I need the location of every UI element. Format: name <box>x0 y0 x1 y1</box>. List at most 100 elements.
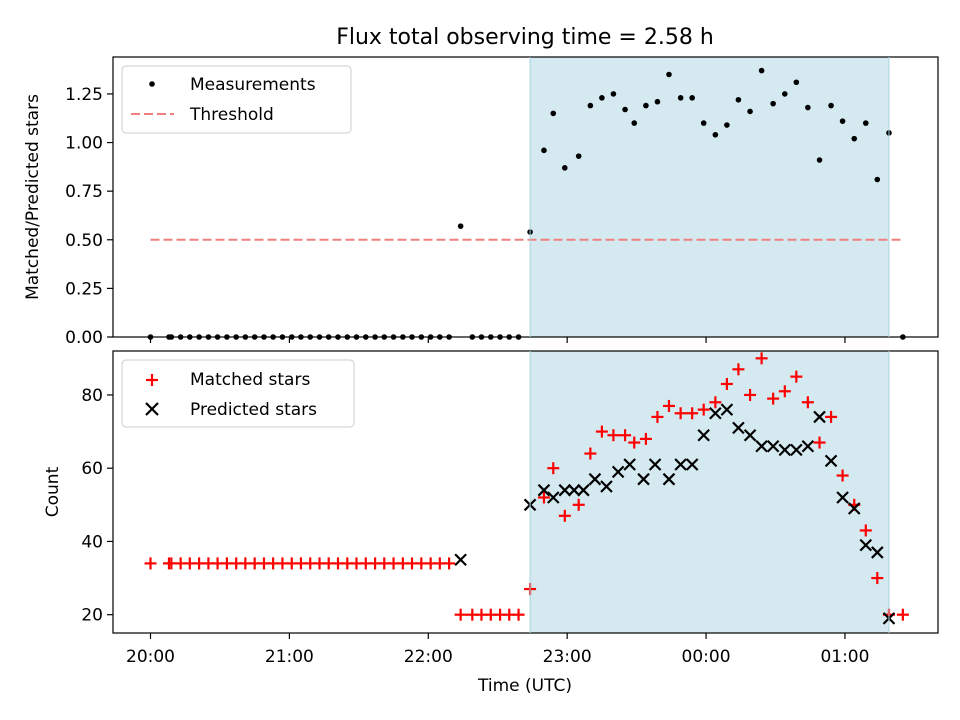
top-y-ticks: 0.00 0.25 0.50 0.75 1.00 1.25 <box>65 85 113 348</box>
y-tick-label: 20 <box>81 606 103 626</box>
matched-star-point <box>755 352 768 365</box>
measurement-point <box>700 120 707 126</box>
y-tick-label: 40 <box>81 532 103 552</box>
measurement-point <box>689 95 695 101</box>
cross-b <box>674 458 687 471</box>
predicted-star-point <box>697 428 710 442</box>
cross-b <box>623 458 636 471</box>
matched-star-point <box>607 429 620 442</box>
measurement-point <box>828 102 834 109</box>
bottom-shaded-region <box>530 351 889 633</box>
measurement-point <box>851 135 858 142</box>
matched-star-point <box>662 399 675 412</box>
matched-star-point <box>512 608 525 621</box>
cross-b <box>720 403 734 416</box>
matched-star-point <box>871 572 884 585</box>
predicted-star-point <box>558 483 572 497</box>
cross-b <box>558 483 572 497</box>
predicted-star-point <box>454 553 467 567</box>
chart-title: Flux total observing time = 2.58 h <box>336 25 714 50</box>
matched-star-point <box>639 432 652 445</box>
y-tick-label: 80 <box>81 386 103 406</box>
cross-b <box>611 465 625 479</box>
measurement-point <box>631 120 638 126</box>
top-legend-box <box>121 65 352 134</box>
measurement-point <box>666 71 672 78</box>
x-tick-label: 01:00 <box>820 647 869 667</box>
top-y-axis-label: Matched/Predicted stars <box>23 94 43 300</box>
predicted-star-point <box>824 454 838 468</box>
measurement-point <box>839 118 846 124</box>
matched-star-point <box>778 385 791 398</box>
measurement-point <box>782 91 788 97</box>
cross-b <box>871 546 884 559</box>
matched-star-point <box>537 491 550 504</box>
bottom-legend-box <box>121 359 355 428</box>
predicted-star-point <box>766 439 780 453</box>
legend-measurements-label: Measurements <box>190 75 316 95</box>
legend-threshold-label: Threshold <box>189 105 274 125</box>
y-tick-label: 60 <box>81 459 103 479</box>
measurement-point <box>677 95 684 101</box>
y-tick-label: 1.00 <box>65 134 103 154</box>
matched-star-point <box>697 403 710 416</box>
predicted-star-point <box>778 443 792 457</box>
cross-b <box>778 443 792 457</box>
x-tick-label: 21:00 <box>265 647 314 667</box>
cross-b <box>813 410 826 424</box>
cross-b <box>600 480 613 493</box>
predicted-star-point <box>720 403 734 416</box>
predicted-star-point <box>662 472 676 486</box>
bottom-y-ticks: 20 40 60 80 <box>81 386 113 626</box>
matched-star-point <box>836 469 849 482</box>
matched-stars-points <box>144 352 909 621</box>
bottom-axes-frame <box>112 350 939 634</box>
matched-star-point <box>825 410 838 423</box>
measurement-point <box>562 165 568 171</box>
bottom-legend: Matched stars Predicted stars <box>121 359 355 428</box>
measurement-point <box>712 131 719 138</box>
predicted-star-point <box>600 480 613 493</box>
cross-b <box>847 502 861 515</box>
cross-b <box>836 491 849 504</box>
measurement-point <box>587 102 594 109</box>
legend-predicted-marker <box>145 402 159 416</box>
top-x-ticks <box>149 337 846 343</box>
measurement-point <box>758 67 765 74</box>
matched-star-point <box>686 407 699 420</box>
measurement-point <box>610 91 617 97</box>
predicted-star-point <box>567 483 581 497</box>
predicted-star-point <box>790 443 803 457</box>
matched-star-point <box>859 524 872 537</box>
cross-b <box>859 538 873 552</box>
measurement-point <box>805 104 811 111</box>
matched-star-point <box>595 425 608 438</box>
x-tick-label: 20:00 <box>126 647 175 667</box>
predicted-star-point <box>836 491 849 504</box>
matched-star-point <box>651 410 664 423</box>
legend-matched-marker <box>146 374 158 386</box>
x-tick-label: 00:00 <box>682 647 731 667</box>
cross-b <box>577 483 590 497</box>
legend-predicted-label: Predicted stars <box>190 400 317 420</box>
matched-star-point <box>443 557 456 570</box>
cross-b <box>743 428 757 442</box>
cross-b <box>790 443 803 457</box>
measurement-point <box>816 157 823 163</box>
matched-star-point <box>744 388 757 401</box>
measurement-point <box>550 110 557 117</box>
predicted-star-point <box>859 538 873 552</box>
x-axis-label: Time (UTC) <box>477 676 572 696</box>
bottom-x-ticks: 20:00 21:00 22:00 23:00 00:00 01:00 <box>126 633 869 667</box>
matched-star-point <box>454 608 467 621</box>
matched-star-point <box>709 396 722 409</box>
y-tick-label: 1.25 <box>65 85 103 105</box>
cross-b <box>567 483 581 497</box>
y-tick-label: 0.50 <box>65 231 103 251</box>
measurement-point <box>575 153 582 159</box>
cross-b <box>662 472 676 486</box>
x-tick-label: 23:00 <box>543 647 592 667</box>
predicted-star-point <box>537 483 551 497</box>
